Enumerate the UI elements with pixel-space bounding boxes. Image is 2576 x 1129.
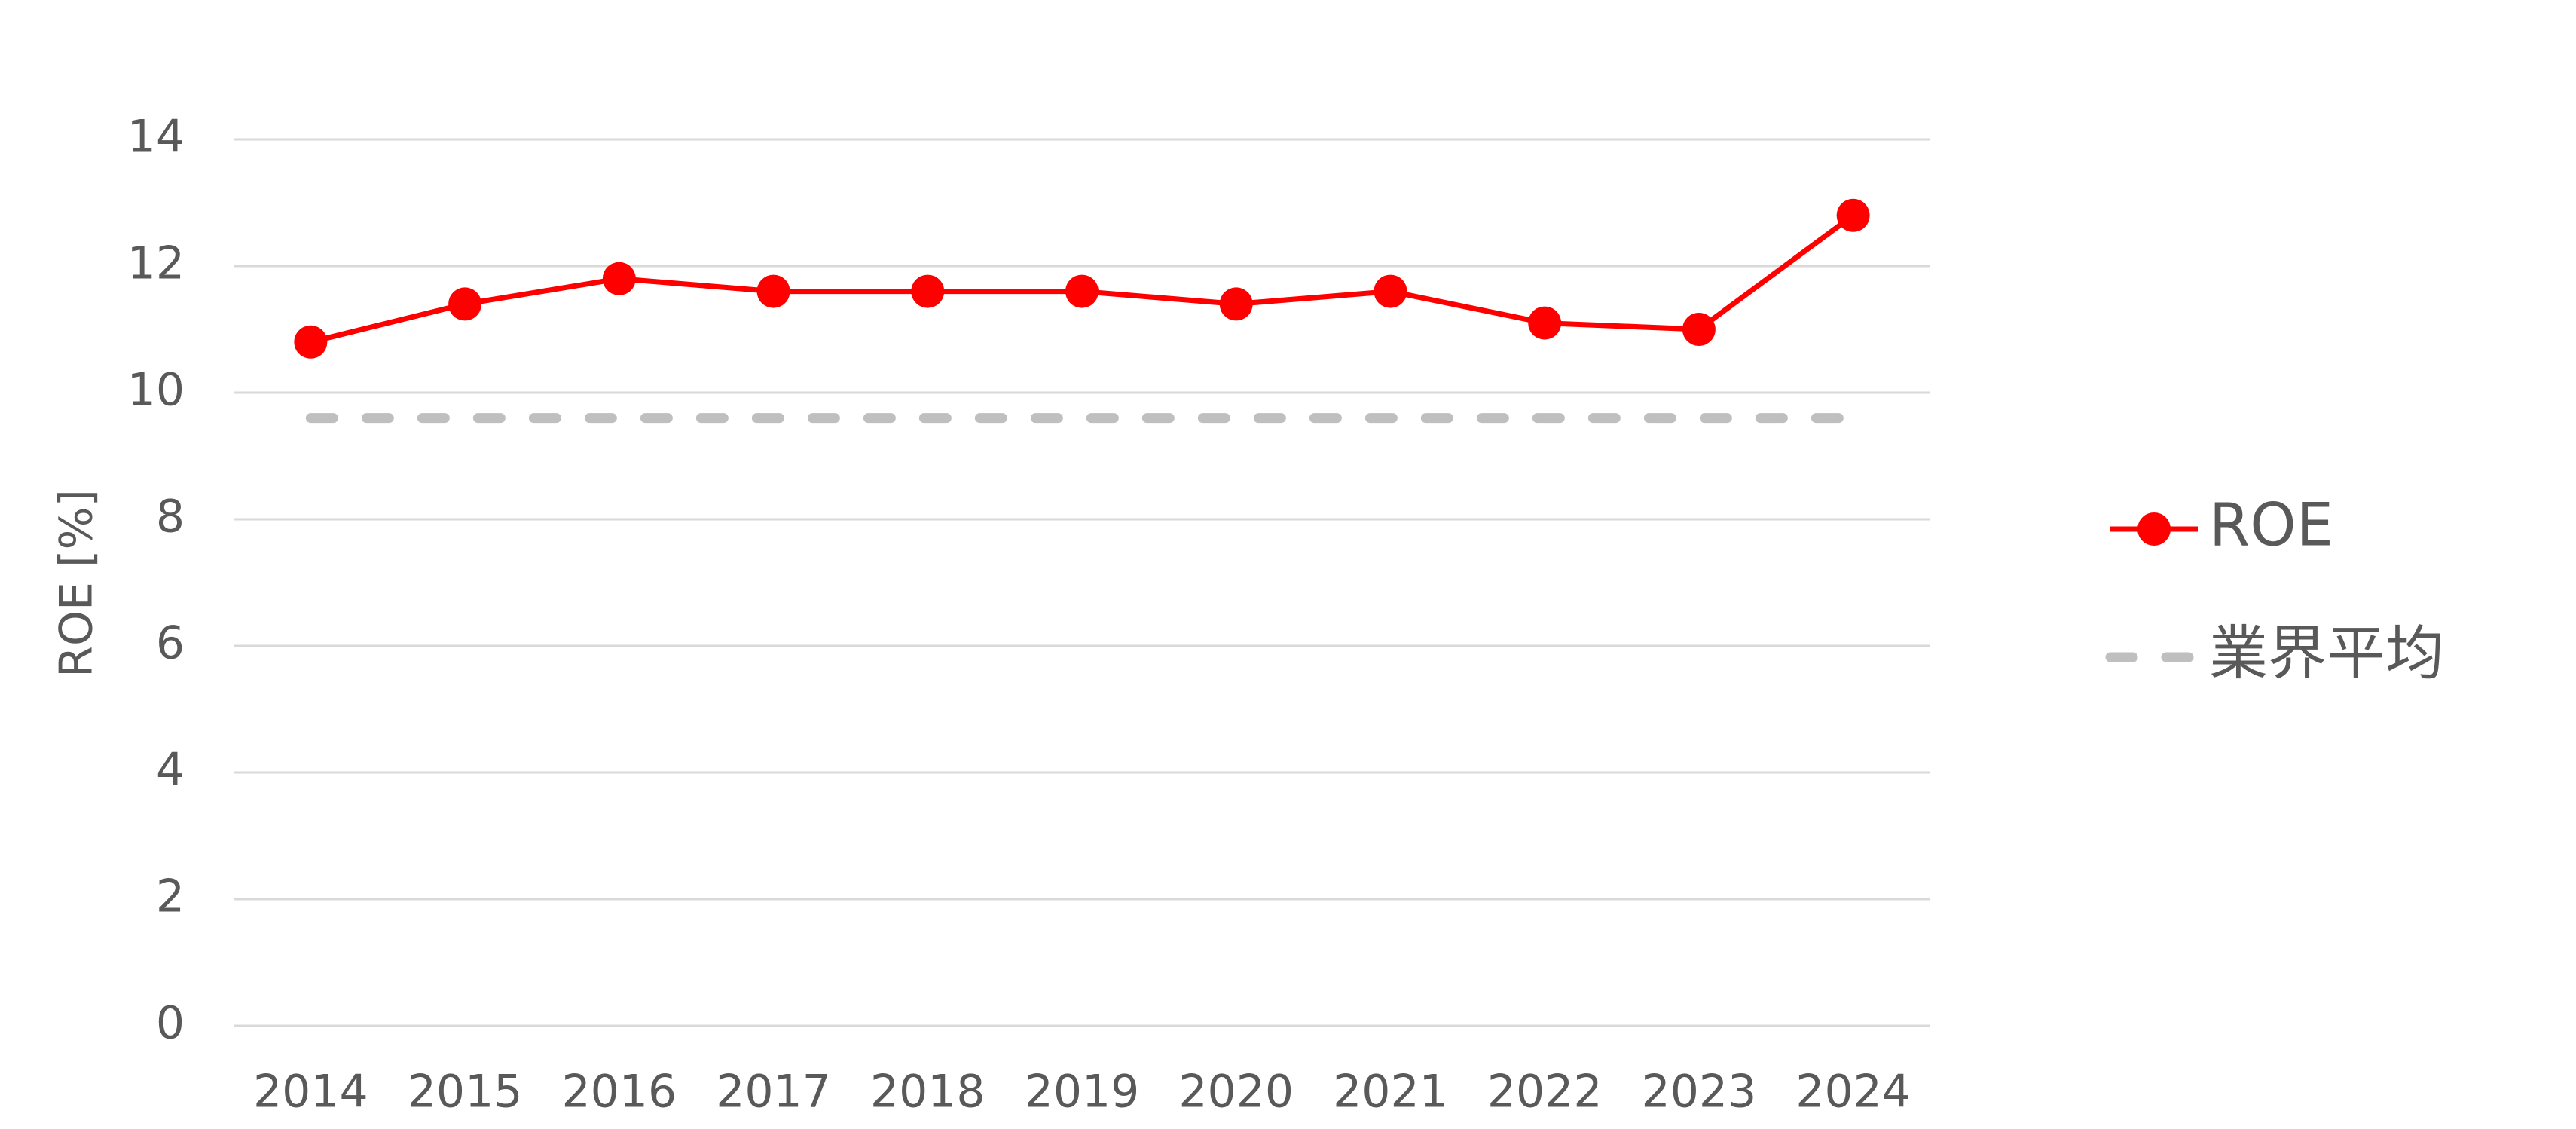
- data-point: [448, 287, 482, 321]
- x-tick-label: 2015: [408, 1066, 523, 1118]
- x-tick-label: 2024: [1795, 1066, 1911, 1118]
- x-tick-label: 2014: [253, 1066, 368, 1118]
- data-point: [1065, 274, 1099, 308]
- x-tick-label: 2023: [1642, 1066, 1757, 1118]
- data-point: [1374, 274, 1407, 308]
- y-tick-label: 4: [156, 744, 185, 797]
- y-tick-label: 0: [156, 997, 185, 1050]
- y-axis-title: ROE [%]: [50, 489, 103, 678]
- x-tick-label: 2021: [1333, 1066, 1448, 1118]
- x-tick-label: 2017: [716, 1066, 831, 1118]
- y-tick-label: 2: [156, 870, 185, 923]
- data-point: [756, 274, 790, 308]
- data-point: [294, 325, 328, 359]
- data-point: [1682, 313, 1716, 346]
- data-point: [1528, 306, 1562, 340]
- y-tick-label: 12: [127, 237, 185, 290]
- data-point: [602, 262, 636, 295]
- legend-label: ROE: [2209, 491, 2333, 559]
- x-tick-label: 2020: [1178, 1066, 1294, 1118]
- data-point: [1836, 198, 1870, 232]
- legend-label: 業界平均: [2209, 620, 2444, 687]
- x-tick-label: 2022: [1487, 1066, 1603, 1118]
- y-tick-label: 14: [127, 111, 185, 164]
- data-point: [911, 274, 945, 308]
- y-tick-label: 6: [156, 617, 185, 670]
- x-tick-label: 2019: [1025, 1066, 1140, 1118]
- legend-marker: [2137, 512, 2171, 546]
- data-point: [1219, 287, 1253, 321]
- y-tick-label: 10: [127, 364, 185, 417]
- x-tick-label: 2018: [870, 1066, 985, 1118]
- x-tick-label: 2016: [561, 1066, 677, 1118]
- y-tick-label: 8: [156, 491, 185, 543]
